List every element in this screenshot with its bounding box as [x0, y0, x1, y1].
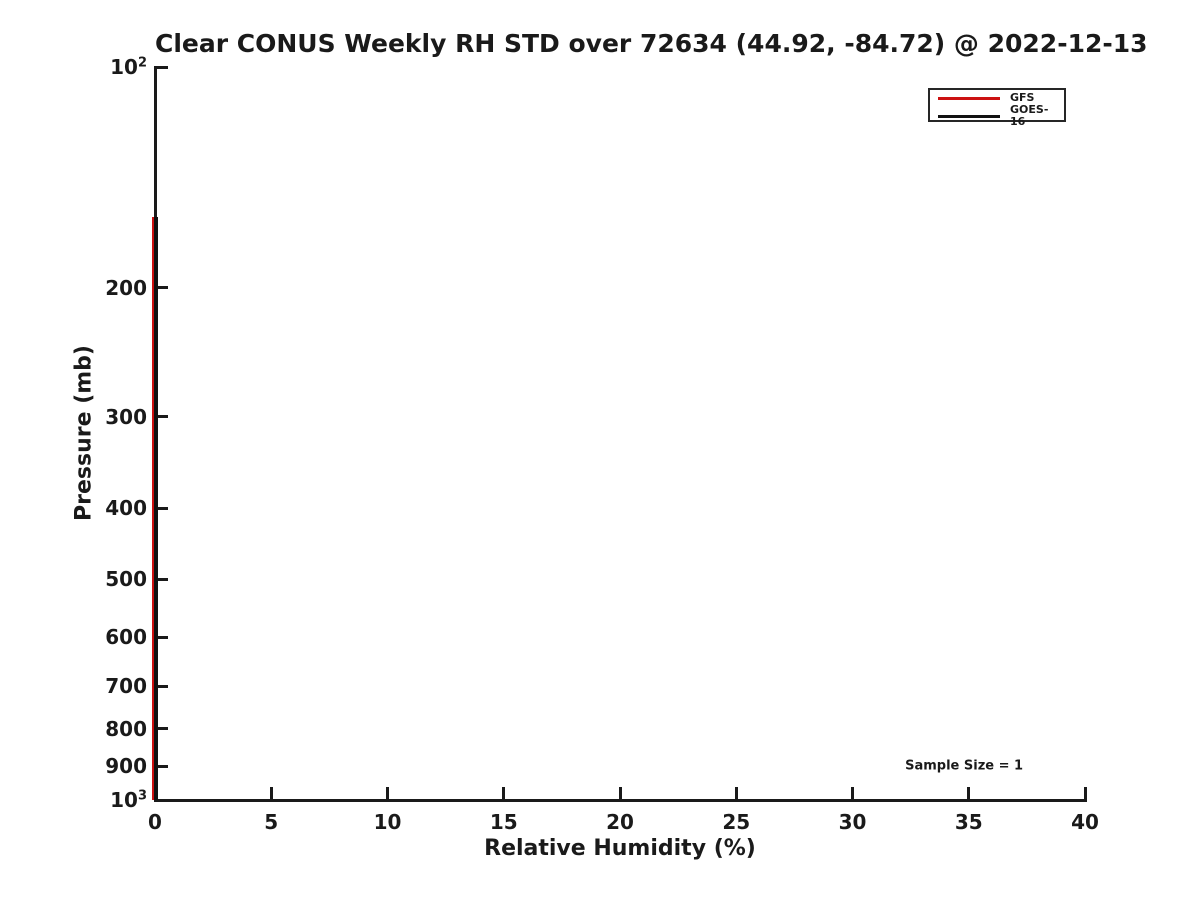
x-tick-label: 15	[489, 810, 518, 834]
gfs-line-swatch	[938, 96, 1000, 100]
exponent: 2	[137, 55, 147, 71]
y-tick-label: 600	[105, 625, 147, 650]
y-tick	[155, 635, 168, 639]
y-tick-label: 700	[105, 674, 147, 699]
legend: GFS GOES-16	[928, 88, 1066, 128]
x-tick	[851, 787, 854, 800]
goes16-line-swatch	[938, 114, 1000, 118]
x-tick	[967, 787, 971, 800]
x-tick-label: 40	[1071, 810, 1099, 834]
y-axis-label: Pressure (mb)	[71, 345, 97, 521]
y-tick	[155, 65, 168, 69]
sample-size-annotation: Sample Size = 1	[905, 758, 1024, 774]
y-tick	[155, 684, 168, 688]
x-tick	[502, 787, 506, 800]
y-tick	[155, 764, 168, 768]
bottom-axis-spine	[153, 798, 1087, 802]
exponent: 3	[137, 788, 147, 804]
series-line-goes-16	[153, 216, 158, 800]
x-tick-label: 0	[148, 810, 162, 834]
legend-label-goes16: GOES-16	[1010, 103, 1049, 128]
x-tick	[1083, 787, 1087, 800]
x-tick-label: 35	[954, 810, 983, 834]
chart-title: Clear CONUS Weekly RH STD over 72634 (44…	[155, 29, 1148, 58]
y-tick-label: 800	[105, 716, 147, 741]
x-tick	[734, 787, 738, 800]
y-tick-label: 300	[105, 404, 147, 429]
y-tick-label: 103	[110, 788, 147, 812]
x-tick	[386, 787, 389, 800]
y-tick-label: 400	[105, 496, 147, 521]
y-tick	[155, 286, 168, 290]
x-tick-label: 10	[373, 810, 402, 834]
x-axis-label: Relative Humidity (%)	[484, 836, 756, 861]
y-tick-label: 900	[105, 754, 147, 779]
y-tick-label: 200	[105, 275, 147, 300]
x-tick	[269, 787, 273, 800]
y-tick-label: 102	[110, 55, 147, 79]
legend-item-goes16: GOES-16	[938, 104, 1056, 128]
x-tick-label: 25	[722, 810, 751, 834]
y-tick	[155, 798, 168, 802]
y-tick	[155, 506, 168, 510]
y-tick	[155, 577, 168, 581]
x-tick	[618, 787, 622, 800]
legend-label-gfs: GFS	[1010, 91, 1035, 104]
y-tick	[155, 415, 168, 419]
y-tick	[155, 727, 168, 731]
y-tick-label: 500	[105, 567, 147, 592]
x-tick-label: 5	[264, 810, 279, 834]
legend-item-gfs: GFS	[938, 92, 1056, 104]
x-tick-label: 20	[606, 810, 634, 834]
x-tick-label: 30	[838, 810, 867, 834]
